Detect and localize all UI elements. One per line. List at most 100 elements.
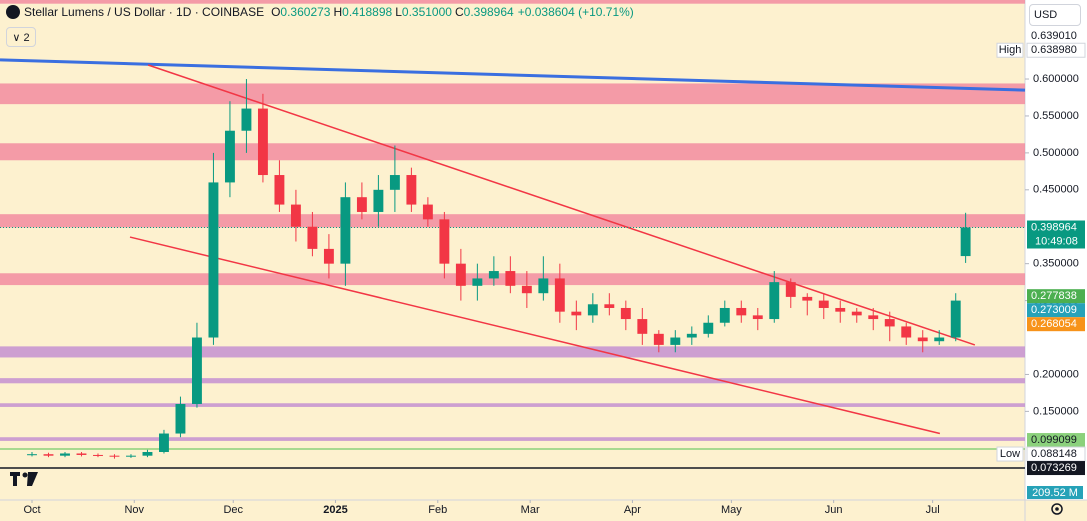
candle-body [290,204,301,227]
candle-body [884,319,895,327]
price-badge [1027,220,1085,249]
price-tag-label: High [999,44,1022,56]
x-tick-label: Jul [926,504,940,516]
candle-body [126,455,136,457]
candle-body [604,304,615,308]
candle-body [356,197,367,212]
candle-body [835,307,846,312]
candle-body [257,108,268,176]
candle-body [785,282,796,297]
candle-body [521,285,532,294]
symbol-logo [6,5,20,19]
candle-body [175,403,186,434]
ohlc-key: C [454,5,464,19]
ohlc-value: 0.398964 [463,5,514,19]
trendline [129,236,941,435]
trendline [147,64,976,346]
settings-icon[interactable] [1051,503,1063,515]
candle-body [917,337,928,342]
candle-body [241,108,252,131]
candle-body [719,307,730,323]
candle-body [769,282,780,320]
symbol-title: Stellar Lumens / US Dollar · 1D · COINBA… [24,5,265,19]
x-tick-label: Feb [428,504,447,516]
price-badge [1027,317,1085,332]
candle-body [340,197,351,264]
price-zone [0,83,1025,105]
ohlc-value: 0.351000 [401,5,452,19]
candle-body [571,311,582,316]
candle-body [373,189,384,212]
candle-body [208,182,219,338]
candle-body [620,307,631,320]
price-badge-label: 0.273009 [1031,304,1077,316]
legend-header: Stellar Lumens / US Dollar · 1D · COINBA… [6,5,634,19]
price-zone [0,346,1025,358]
candle-body [406,175,417,205]
price-badge [1027,303,1085,318]
candle-body [960,227,971,257]
candle-body [307,226,318,249]
price-tag [996,446,1024,462]
candle-body [901,326,912,338]
candle-body [422,204,433,220]
price-axis-bg [1025,0,1087,500]
ohlc-key: O [271,5,281,19]
candle-body [439,219,450,264]
x-tick-label: Jun [825,504,843,516]
candle-body [274,175,285,205]
currency-select[interactable]: USD [1029,4,1081,26]
candle-body [159,433,169,452]
price-badge-label: 0.099099 [1031,434,1077,446]
volume-label: 209.52 M [1032,487,1078,499]
price-badge-label: 0.088148 [1031,448,1077,460]
price-badge-label: 0.073269 [1031,462,1077,474]
candle-body [703,322,714,334]
price-zone [0,437,1025,441]
price-badges: 0.639010 0.638980 High 0.398964 10:49:08 0.27… [996,30,1086,476]
candle-body [587,304,598,316]
candle-body [818,300,829,308]
candle-body [76,453,87,455]
price-badge-label: 0.268054 [1031,318,1077,330]
candle-body [192,337,202,404]
ohlc-key: L [395,5,402,19]
volume-badge: 209.52 M [1027,486,1083,499]
price-badge [1027,461,1085,476]
drawings [0,58,1026,469]
candle-body [736,307,747,316]
ohlc-key: H [333,5,343,19]
ohlc-value: 0.360273 [280,5,331,19]
x-tick-label: May [721,504,742,516]
candle-body [538,278,549,294]
price-badge [1027,289,1085,304]
candle-body [224,130,235,183]
candle-body [686,333,697,338]
candle-body [653,333,664,345]
candle-body [142,451,153,456]
candle-body [851,311,862,316]
y-tick-label: 0.150000 [1033,405,1079,417]
axes: 0.600000 0.550000 0.500000 0.450000 0.350000… [23,73,1078,516]
candle-body [670,337,681,345]
candle-body [93,454,103,456]
x-tick-label: 2025 [323,504,347,516]
candle-body [868,315,879,320]
y-tick-label: 0.600000 [1033,73,1079,85]
y-tick-label: 0.500000 [1033,147,1079,159]
candle-body [637,319,648,334]
candles [27,79,971,459]
indicators-toggle[interactable]: ∨ 2 [6,27,36,47]
candle-body [27,454,37,456]
x-tick-label: Oct [23,504,40,516]
candle-body [472,278,483,286]
x-tick-label: Apr [624,504,641,516]
price-zone [0,378,1025,384]
candle-body [389,175,400,190]
price-badge-sub: 10:49:08 [1035,235,1078,247]
x-tick-label: Nov [124,504,144,516]
candle-body [455,263,466,286]
price-badge [1027,433,1085,448]
price-badge-label: 0.639010 [1031,30,1077,42]
